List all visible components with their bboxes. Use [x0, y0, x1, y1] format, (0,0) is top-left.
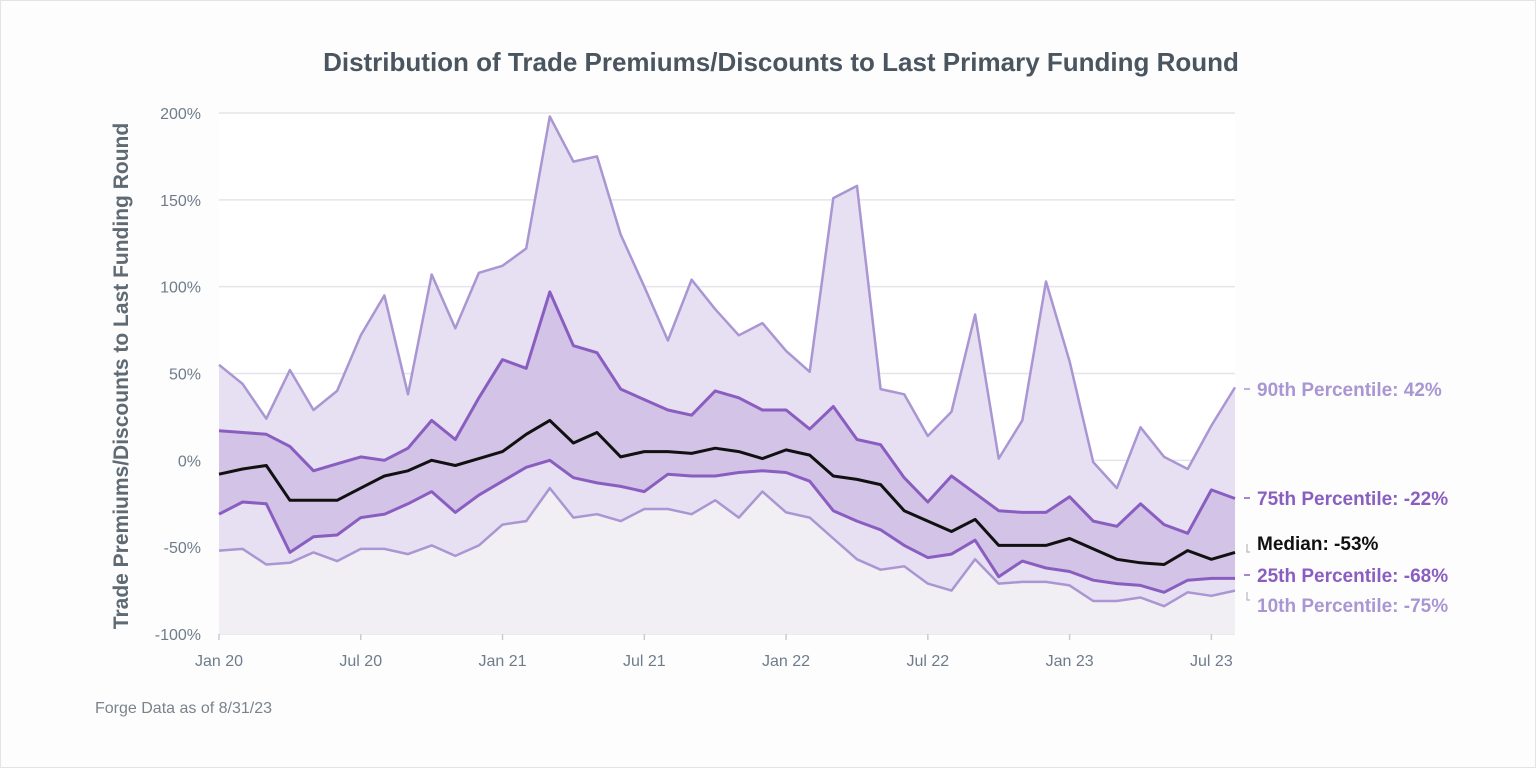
line-10th-percentile: [218, 486, 1236, 608]
x-tick-label-6: Jan 23: [1046, 653, 1094, 670]
label-90th-percentile: 90th Percentile: 42%: [1257, 380, 1442, 401]
x-tick-label-5: Jul 22: [906, 653, 949, 670]
y-tick-label-0: 200%: [160, 106, 201, 123]
label-75th-percentile: 75th Percentile: -22%: [1257, 489, 1448, 510]
band-25th-75th: [219, 291, 1235, 593]
line-75th-percentile: [218, 290, 1236, 535]
y-tick-label-6: -100%: [155, 627, 201, 644]
label-10th-percentile: 10th Percentile: -75%: [1257, 596, 1448, 617]
x-tick-label-7: Jul 23: [1190, 653, 1233, 670]
y-tick-label-3: 50%: [169, 367, 201, 384]
y-tick-label-4: 0%: [178, 453, 201, 470]
data-source-note: Forge Data as of 8/31/23: [95, 700, 272, 717]
x-tick-label-0: Jan 20: [195, 653, 243, 670]
x-tick-label-4: Jan 22: [762, 653, 810, 670]
y-tick-label-2: 100%: [160, 280, 201, 297]
line-median: [218, 418, 1236, 566]
x-tick-label-1: Jul 20: [339, 653, 382, 670]
chart-title: Distribution of Trade Premiums/Discounts…: [323, 47, 1239, 77]
x-tick-label-2: Jan 21: [479, 653, 527, 670]
area-below-10th: [219, 488, 1235, 634]
tenth-label-bracket: [1246, 592, 1250, 601]
y-tick-label-5: -50%: [164, 540, 201, 557]
label-25th-percentile: 25th Percentile: -68%: [1257, 566, 1448, 587]
line-90th-percentile: [218, 115, 1237, 490]
x-tick-label-3: Jul 21: [623, 653, 666, 670]
y-tick-label-1: 150%: [160, 193, 201, 210]
band-10th-25th: [219, 460, 1235, 607]
line-25th-percentile: [218, 458, 1235, 594]
label-median: Median: -53%: [1257, 534, 1379, 555]
band-75th-90th: [219, 116, 1235, 534]
median-label-bracket: [1246, 544, 1250, 553]
